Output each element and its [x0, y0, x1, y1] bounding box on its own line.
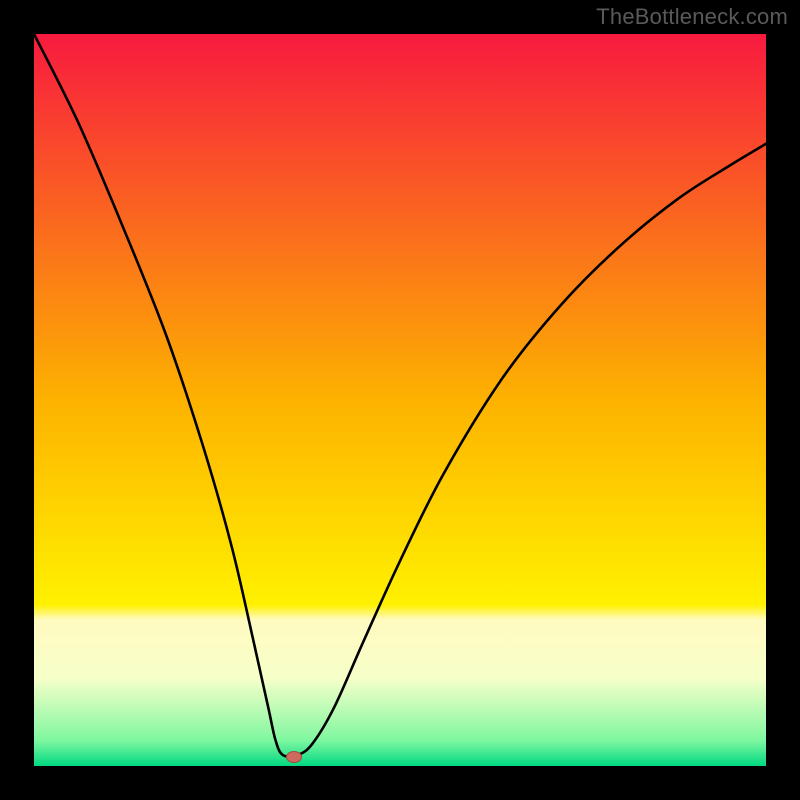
plot-gradient-area — [34, 34, 766, 766]
watermark-text: TheBottleneck.com — [596, 4, 788, 30]
